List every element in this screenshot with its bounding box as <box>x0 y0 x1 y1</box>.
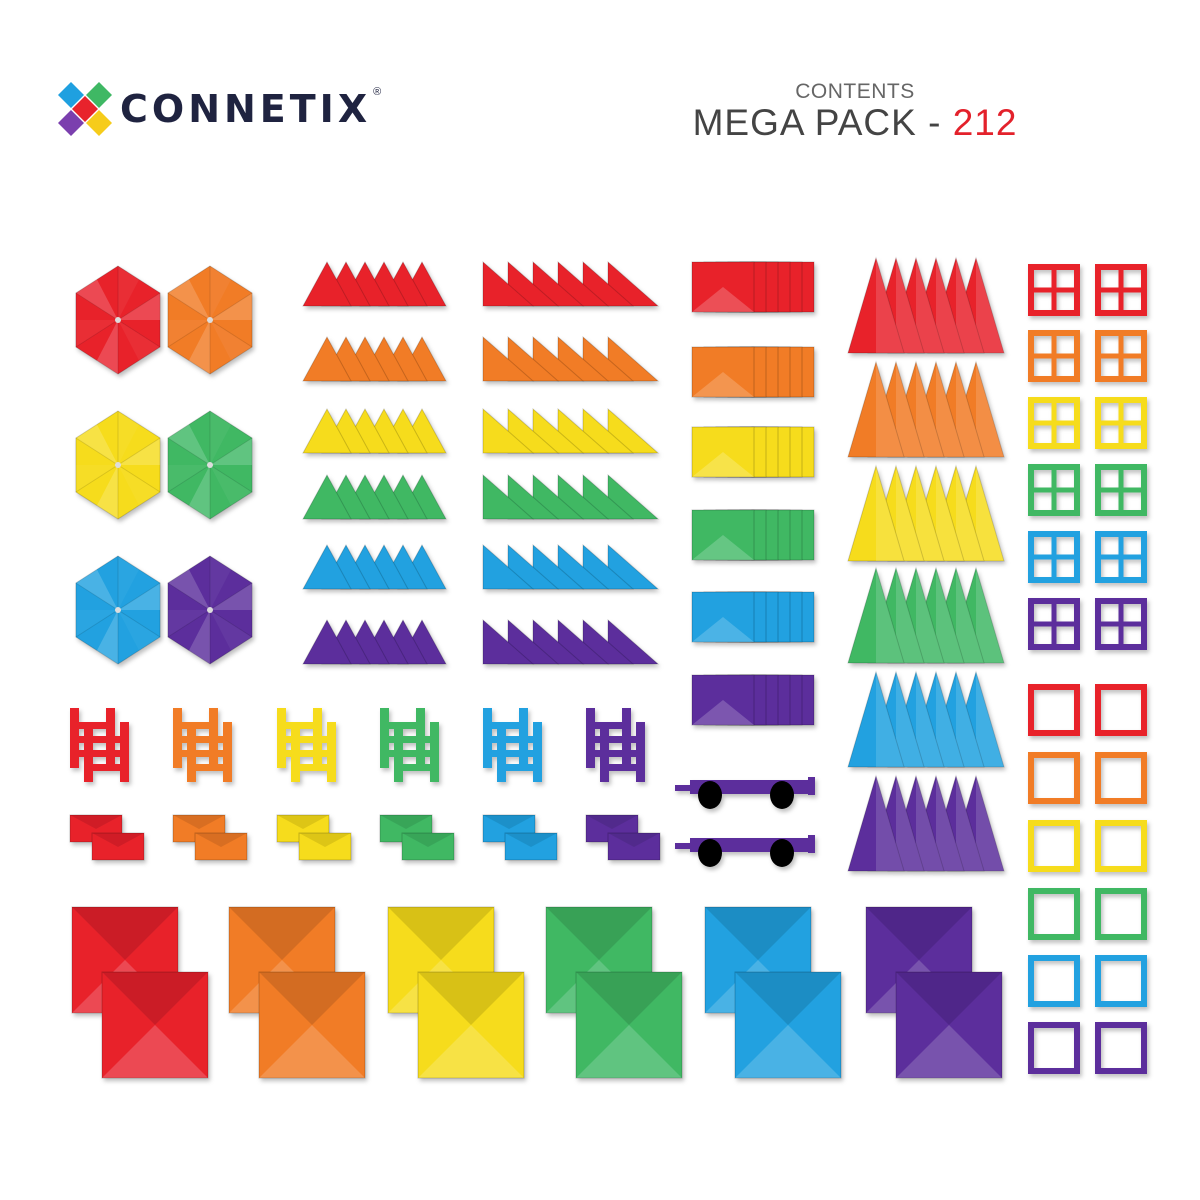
brand-name: CONNETIX <box>120 87 372 131</box>
square-frame-purple <box>1028 1022 1080 1074</box>
contents-label: CONTENTS <box>795 80 915 103</box>
window-square-red <box>1095 264 1147 316</box>
ladder-pair-green <box>380 708 439 782</box>
right-triangle-stack-yellow <box>482 407 660 454</box>
square-frame-green <box>1095 888 1147 940</box>
hexagon-piece-blue <box>75 555 161 665</box>
large-square-pair-yellow <box>387 906 525 1079</box>
small-rectangle-pair-blue <box>482 814 558 861</box>
small-triangle-stack-green <box>302 473 447 520</box>
square-frame-yellow <box>1095 820 1147 872</box>
wheel-icon <box>770 781 794 809</box>
piece-count: 212 <box>952 102 1018 143</box>
small-rectangle-pair-orange <box>172 814 248 861</box>
hexagon-piece-red <box>75 265 161 375</box>
registered-mark: ® <box>373 86 382 98</box>
tall-triangle-stack-yellow <box>847 464 1005 562</box>
rectangle-stack-green <box>691 509 815 561</box>
hexagon-piece-purple <box>167 555 253 665</box>
chassis-with-wheels <box>675 835 815 867</box>
tall-triangle-stack-orange <box>847 360 1005 458</box>
window-square-orange <box>1095 330 1147 382</box>
hexagon-piece-green <box>167 410 253 520</box>
rectangle-stack-blue <box>691 591 815 643</box>
square-frame-orange <box>1095 752 1147 804</box>
hexagon-piece-orange <box>167 265 253 375</box>
right-triangle-stack-blue <box>482 543 660 590</box>
small-triangle-stack-blue <box>302 543 447 590</box>
rectangle-stack-red <box>691 261 815 313</box>
large-square-pair-green <box>545 906 683 1079</box>
wheel-icon <box>698 839 722 867</box>
rectangle-stack-orange <box>691 346 815 398</box>
ladder-pair-purple <box>586 708 645 782</box>
ladder-pair-red <box>70 708 129 782</box>
hexagon-piece-yellow <box>75 410 161 520</box>
right-triangle-stack-green <box>482 473 660 520</box>
window-square-green <box>1095 464 1147 516</box>
large-square-pair-blue <box>704 906 842 1079</box>
small-triangle-stack-purple <box>302 618 447 665</box>
window-square-blue <box>1028 531 1080 583</box>
ladder-pair-orange <box>173 708 232 782</box>
window-square-yellow <box>1095 397 1147 449</box>
tall-triangle-stack-red <box>847 256 1005 354</box>
window-square-red <box>1028 264 1080 316</box>
square-frame-red <box>1095 684 1147 736</box>
window-square-purple <box>1095 598 1147 650</box>
right-triangle-stack-red <box>482 260 660 307</box>
right-triangle-stack-purple <box>482 618 660 665</box>
tall-triangle-stack-blue <box>847 670 1005 768</box>
square-frame-yellow <box>1028 820 1080 872</box>
logo-diamond-icon <box>58 82 112 136</box>
ladder-pair-yellow <box>277 708 336 782</box>
small-rectangle-pair-purple <box>585 814 661 861</box>
pack-title: MEGA PACK - 212 <box>690 102 1020 144</box>
wheel-icon <box>698 781 722 809</box>
small-triangle-stack-yellow <box>302 407 447 454</box>
window-square-yellow <box>1028 397 1080 449</box>
chassis-with-wheels <box>675 777 815 809</box>
wheel-icon <box>770 839 794 867</box>
square-frame-purple <box>1095 1022 1147 1074</box>
small-rectangle-pair-green <box>379 814 455 861</box>
small-rectangle-pair-yellow <box>276 814 352 861</box>
small-rectangle-pair-red <box>69 814 145 861</box>
small-triangle-stack-red <box>302 260 447 307</box>
rectangle-stack-yellow <box>691 426 815 478</box>
tall-triangle-stack-green <box>847 566 1005 664</box>
tall-triangle-stack-purple <box>847 774 1005 872</box>
square-frame-blue <box>1028 955 1080 1007</box>
square-frame-red <box>1028 684 1080 736</box>
contents-header: CONTENTS MEGA PACK - 212 <box>690 80 1020 144</box>
connetix-logo: CONNETIX ® <box>56 80 381 138</box>
square-frame-green <box>1028 888 1080 940</box>
ladder-pair-blue <box>483 708 542 782</box>
large-square-pair-red <box>71 906 209 1079</box>
right-triangle-stack-orange <box>482 335 660 382</box>
window-square-orange <box>1028 330 1080 382</box>
pack-name: MEGA PACK <box>692 102 917 143</box>
small-triangle-stack-orange <box>302 335 447 382</box>
large-square-pair-orange <box>228 906 366 1079</box>
rectangle-stack-purple <box>691 674 815 726</box>
window-square-blue <box>1095 531 1147 583</box>
title-separator: - <box>916 102 953 143</box>
window-square-green <box>1028 464 1080 516</box>
window-square-purple <box>1028 598 1080 650</box>
square-frame-orange <box>1028 752 1080 804</box>
large-square-pair-purple <box>865 906 1003 1079</box>
square-frame-blue <box>1095 955 1147 1007</box>
